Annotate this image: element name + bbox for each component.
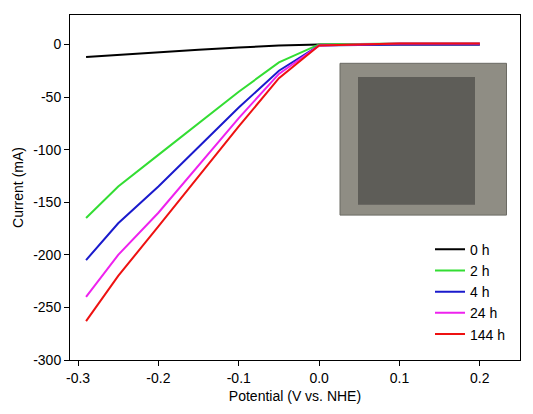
svg-text:4 h: 4 h [470, 284, 489, 300]
svg-text:-200: -200 [33, 247, 61, 263]
svg-text:0: 0 [53, 36, 61, 52]
svg-text:24 h: 24 h [470, 305, 497, 321]
svg-text:0.0: 0.0 [309, 370, 329, 386]
svg-text:-0.3: -0.3 [66, 370, 90, 386]
svg-text:0 h: 0 h [470, 242, 489, 258]
svg-text:144 h: 144 h [470, 327, 505, 343]
svg-text:0.1: 0.1 [390, 370, 410, 386]
svg-text:-0.1: -0.1 [227, 370, 251, 386]
svg-text:Potential (V vs. NHE): Potential (V vs. NHE) [229, 388, 361, 404]
svg-text:2 h: 2 h [470, 263, 489, 279]
svg-text:-0.2: -0.2 [146, 370, 170, 386]
svg-text:0.2: 0.2 [470, 370, 490, 386]
svg-text:-50: -50 [41, 89, 61, 105]
svg-text:Current (mA): Current (mA) [10, 147, 26, 228]
svg-text:-150: -150 [33, 194, 61, 210]
svg-text:-300: -300 [33, 352, 61, 368]
svg-text:-250: -250 [33, 299, 61, 315]
svg-text:-100: -100 [33, 142, 61, 158]
